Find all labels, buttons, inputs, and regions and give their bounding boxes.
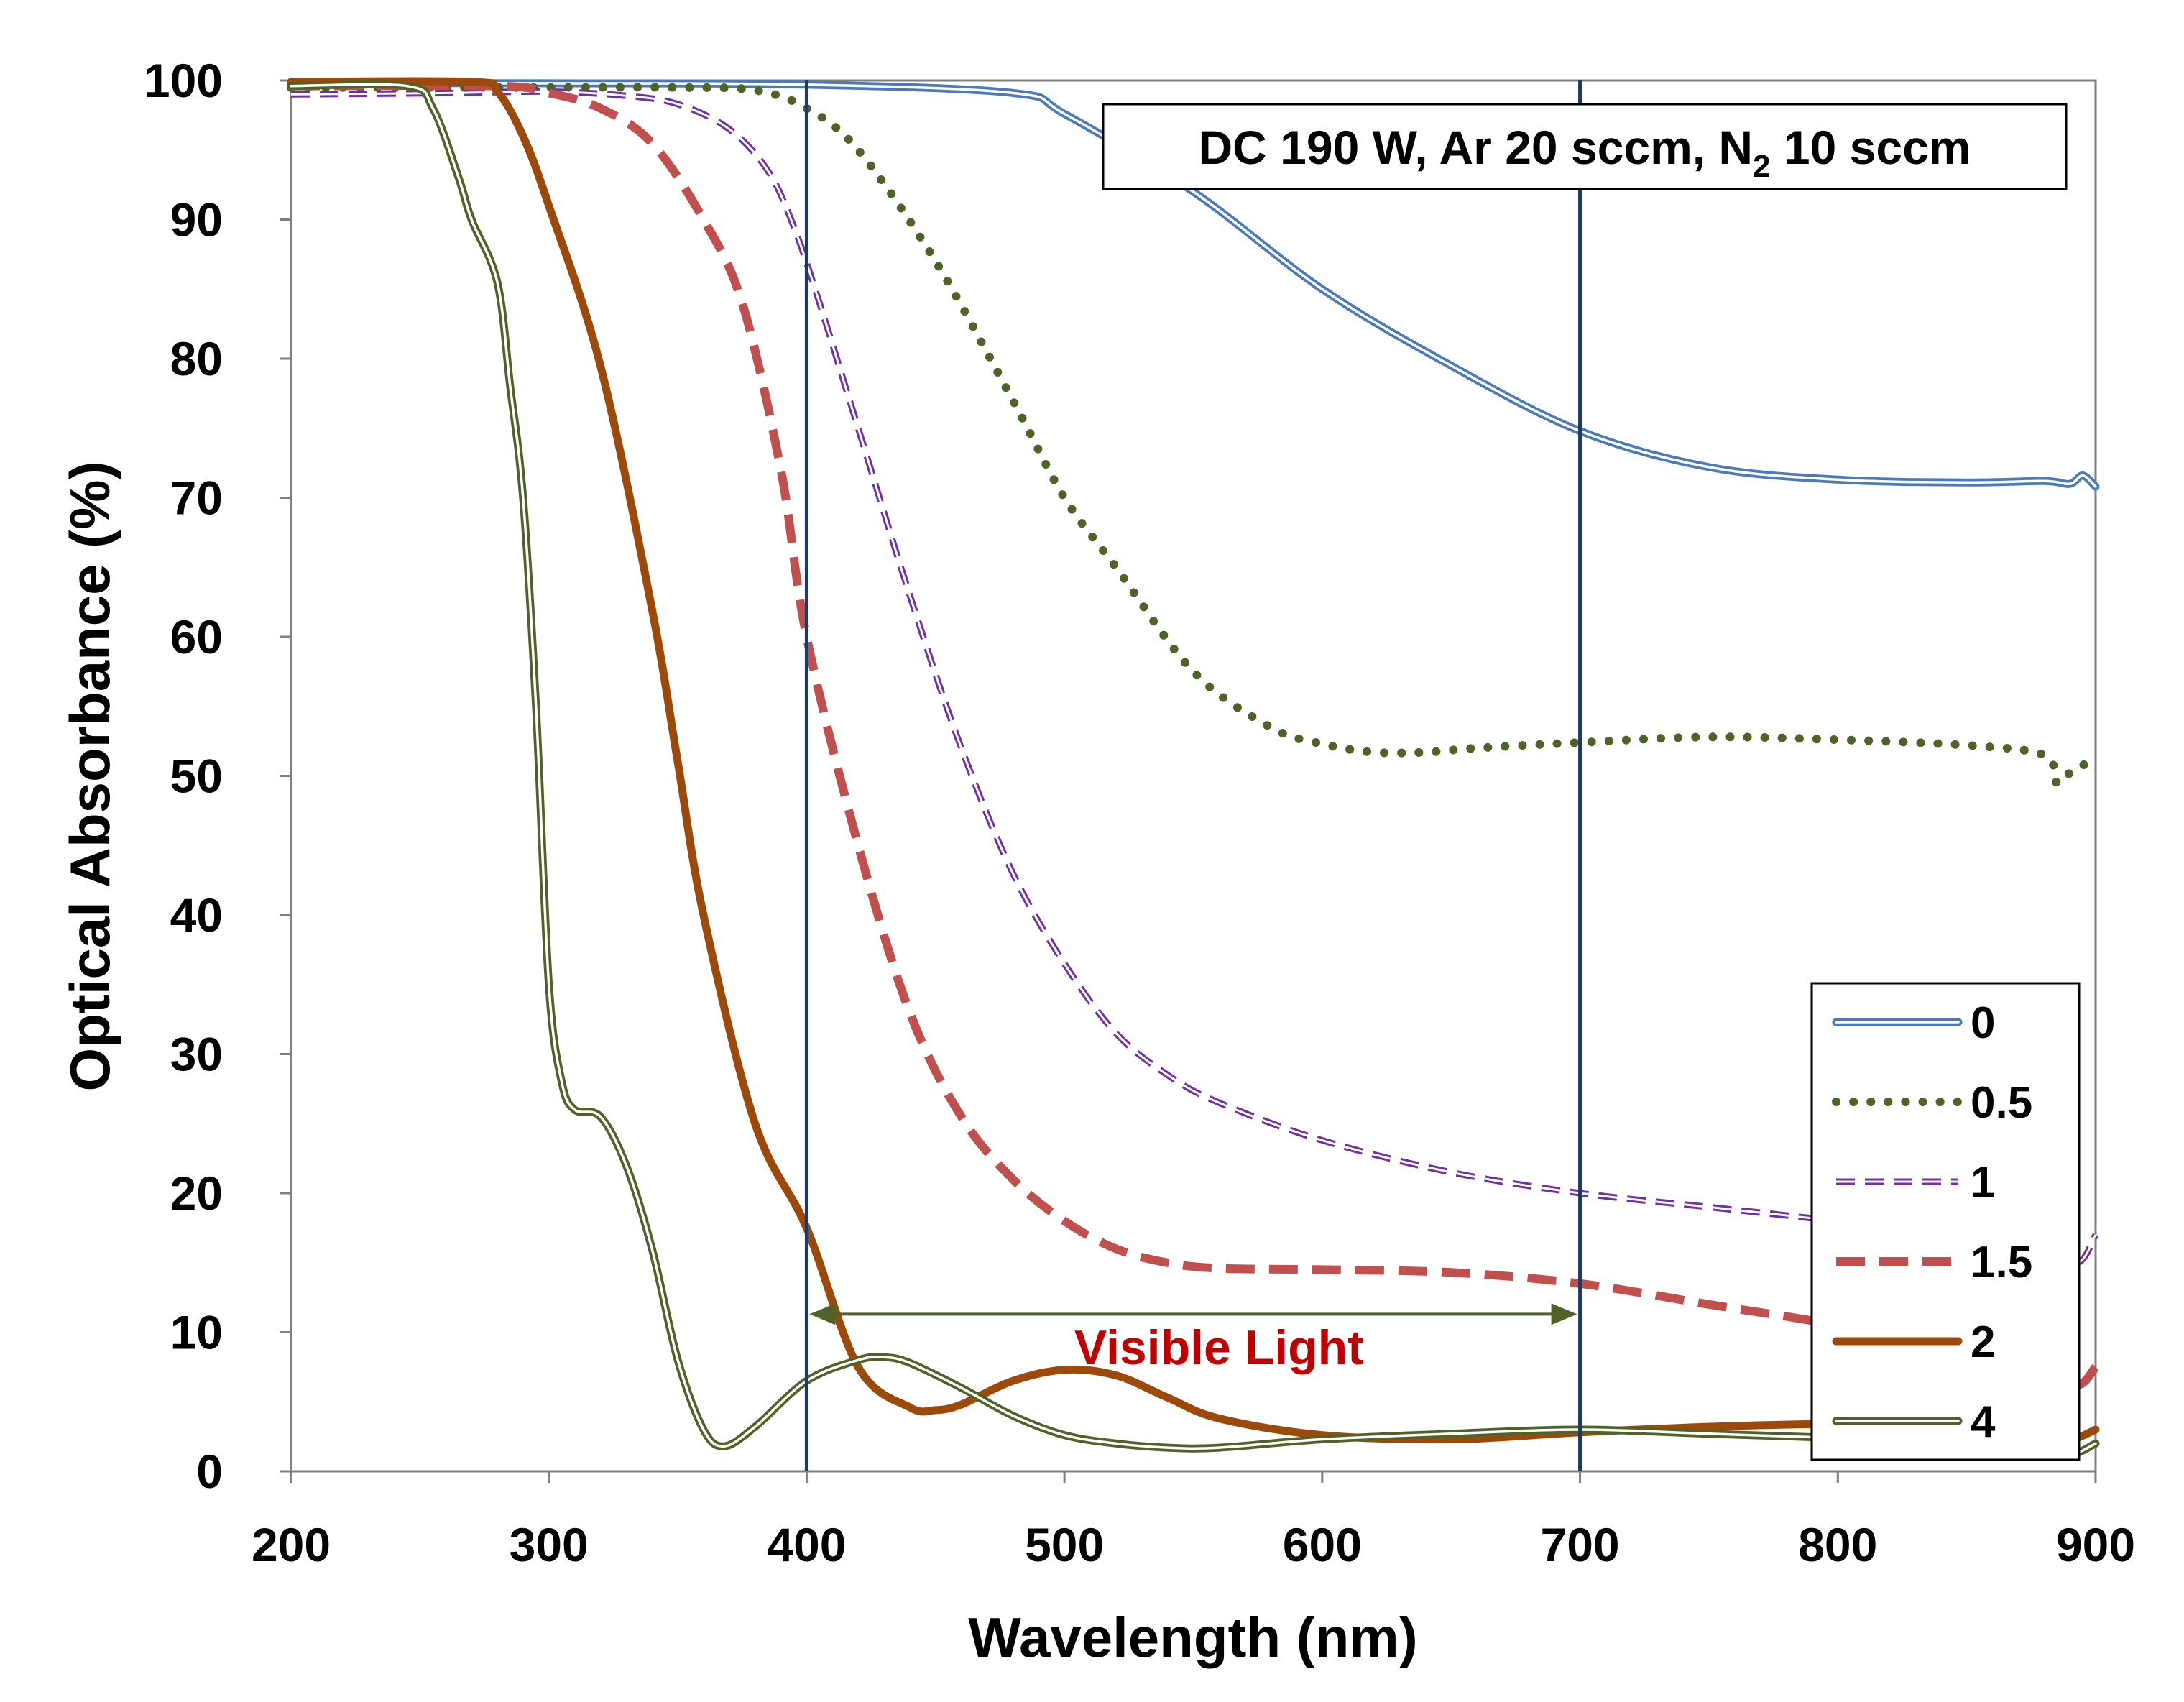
annotation-text: DC 190 W, Ar 20 sccm, N2 10 sccm — [1199, 121, 1971, 184]
x-tick-label: 700 — [1541, 1518, 1620, 1571]
series-line-4-inner — [290, 83, 2097, 1456]
series-4 — [287, 80, 2100, 1459]
x-axis-ticks: 200 300 400 500 600 700 800 900 — [252, 1471, 2135, 1571]
y-tick-label: 30 — [170, 1028, 223, 1081]
annotation-suffix: 10 sccm — [1771, 121, 1971, 174]
legend-item-4: 4 — [1832, 1397, 1996, 1447]
legend-label: 2 — [1971, 1317, 1995, 1367]
legend-label: 0.5 — [1971, 1078, 2032, 1128]
y-tick-label: 80 — [170, 332, 223, 385]
y-tick-label: 100 — [144, 54, 223, 107]
y-tick-label: 10 — [170, 1306, 223, 1359]
legend: 0 0.5 1 1.5 2 4 — [1810, 982, 2081, 1461]
legend-item-0: 0 — [1832, 998, 1995, 1048]
legend-label: 1 — [1971, 1158, 1995, 1208]
x-tick-label: 200 — [252, 1518, 331, 1571]
y-tick-label: 90 — [170, 193, 223, 247]
series-0 — [287, 79, 2100, 491]
series-1-5 — [290, 80, 2099, 1389]
y-tick-label: 60 — [170, 610, 223, 663]
arrow-head-right — [1551, 1303, 1577, 1325]
y-tick-label: 0 — [196, 1445, 223, 1498]
y-tick-label: 40 — [170, 888, 223, 942]
x-tick-label: 500 — [1025, 1518, 1104, 1571]
legend-item-1: 1 — [1836, 1158, 1995, 1208]
series-2 — [287, 77, 2100, 1444]
series-line-0-inner — [290, 81, 2097, 488]
y-tick-label: 70 — [170, 472, 223, 525]
series-layer — [287, 77, 2100, 1459]
x-tick-label: 300 — [510, 1518, 589, 1571]
y-tick-label: 50 — [170, 750, 223, 803]
x-tick-label: 600 — [1283, 1518, 1362, 1571]
y-axis-title: Optical Absorbance (%) — [58, 461, 121, 1092]
legend-item-1-5: 1.5 — [1836, 1238, 2032, 1287]
annotation-box — [1102, 103, 2068, 190]
condition-annotation: DC 190 W, Ar 20 sccm, N2 10 sccm — [1102, 103, 2068, 190]
visible-light-arrow: Visible Light — [809, 1303, 1577, 1375]
legend-label: 0 — [1971, 998, 1995, 1048]
vertical-reference-lines — [804, 80, 1582, 1471]
visible-light-label: Visible Light — [1074, 1320, 1364, 1375]
annotation-prefix: DC 190 W, Ar 20 sccm, N — [1199, 121, 1754, 174]
x-tick-label: 900 — [2056, 1518, 2135, 1571]
legend-box — [1810, 982, 2081, 1461]
legend-item-0-5: 0.5 — [1832, 1078, 2032, 1128]
x-axis-title: Wavelength (nm) — [968, 1606, 1417, 1669]
series-line-1-5 — [290, 80, 2099, 1389]
y-tick-label: 20 — [170, 1167, 223, 1220]
arrow-head-left — [809, 1303, 836, 1325]
x-tick-label: 800 — [1798, 1518, 1877, 1571]
series-line-2 — [287, 77, 2100, 1444]
y-axis-ticks: 0 10 20 30 40 50 60 70 80 90 100 — [144, 54, 291, 1498]
legend-label: 1.5 — [1971, 1238, 2032, 1287]
legend-item-2: 2 — [1832, 1317, 1995, 1367]
annotation-subscript: 2 — [1753, 149, 1770, 184]
x-tick-label: 400 — [767, 1518, 846, 1571]
legend-label: 4 — [1971, 1397, 1996, 1447]
